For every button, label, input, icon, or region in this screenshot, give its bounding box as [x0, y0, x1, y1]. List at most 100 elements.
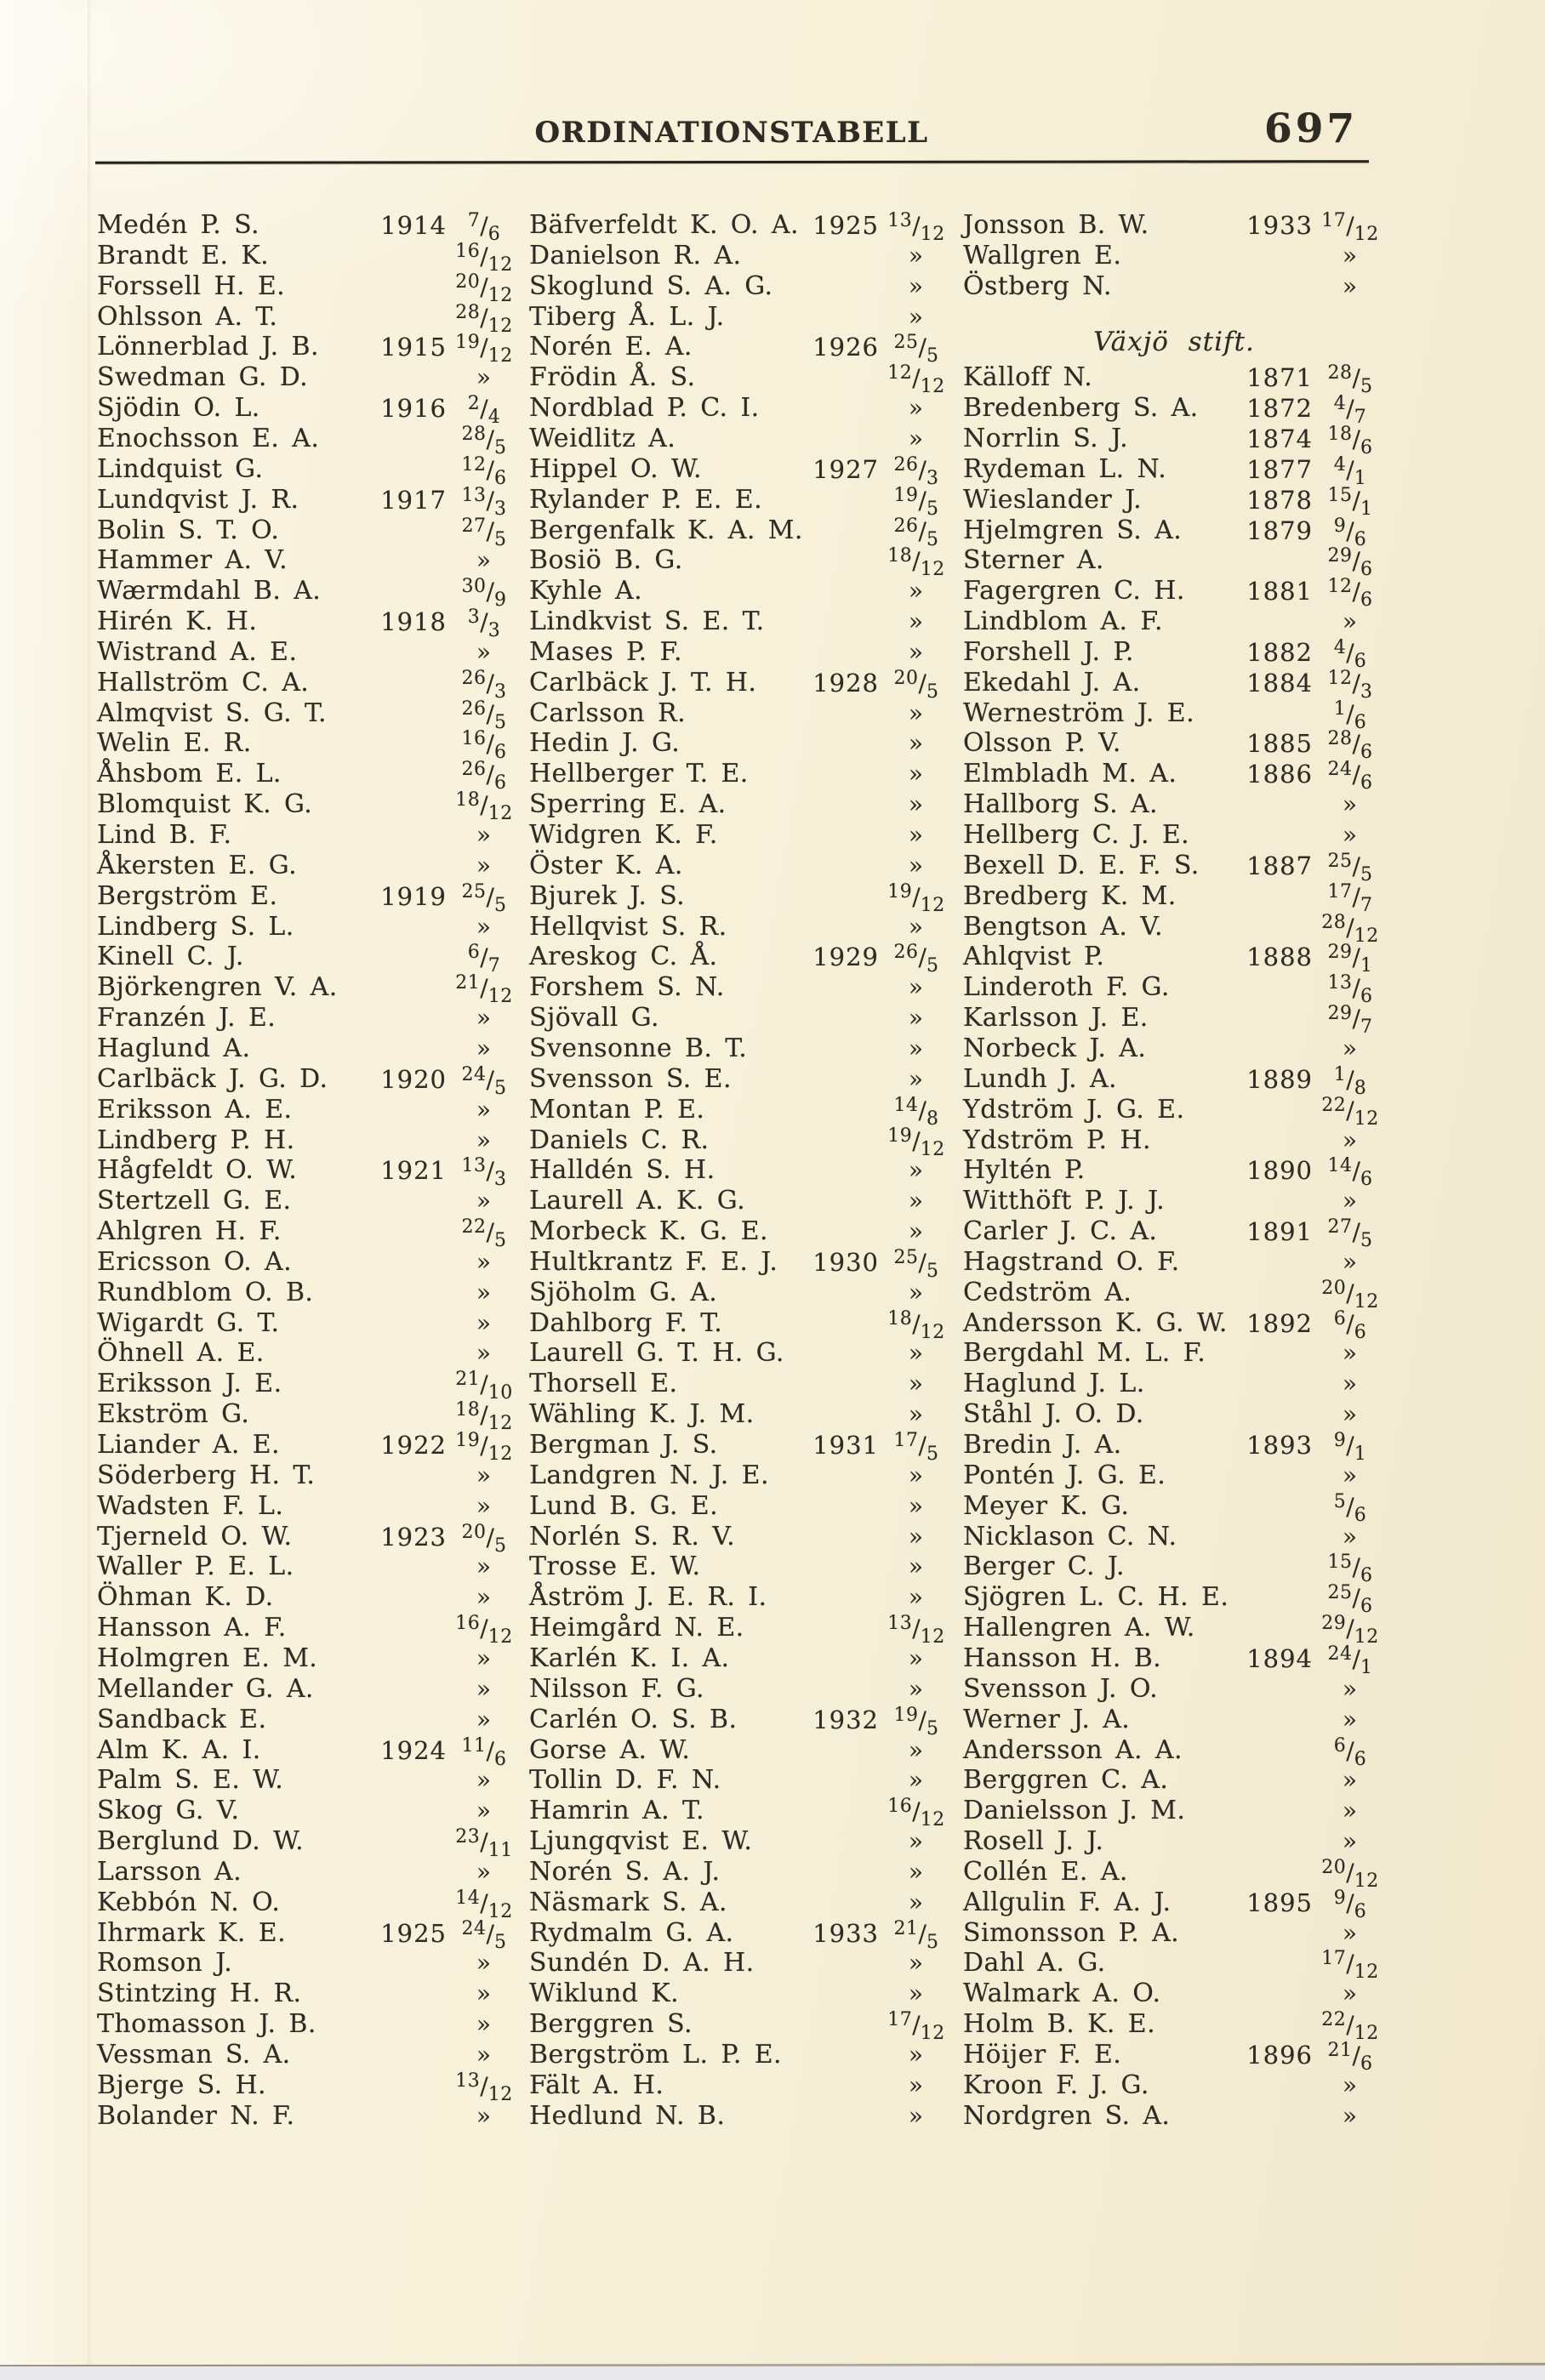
date-day: 25: [1327, 850, 1353, 872]
ordination-date: »: [447, 362, 522, 391]
ordination-date: »: [1313, 1125, 1388, 1154]
entry-column-3: Norbeck J. A. »: [961, 1033, 1391, 1064]
ordination-year: 1884: [1246, 668, 1313, 697]
person-name: Sjögren L. C. H. E.: [963, 1582, 1229, 1613]
person-name: Öhman K. D.: [97, 1582, 274, 1613]
date-day: 26: [461, 697, 487, 720]
ordination-date: »: [1313, 1369, 1388, 1398]
person-name: Sjöholm G. A.: [529, 1277, 718, 1307]
entry-column-3: Lindblom A. F. »: [961, 606, 1391, 637]
date-month: 12: [920, 1138, 945, 1160]
ordination-date: »: [879, 1582, 954, 1611]
ordination-year: 1892: [1246, 1308, 1313, 1338]
entry-column-3: Ydström P. H. »: [961, 1125, 1391, 1156]
date-month: 7: [487, 955, 501, 977]
date-month: 6: [1360, 2053, 1373, 2075]
ditto-mark: »: [476, 851, 493, 880]
ordination-date: »: [447, 2101, 522, 2130]
person-name: Bredin J. A.: [963, 1430, 1122, 1460]
entry-column-3: Bergdahl M. L. F. »: [961, 1338, 1391, 1369]
ordination-year: 1885: [1246, 729, 1313, 759]
person-name: Heimgård N. E.: [529, 1613, 744, 1643]
person-name: Ljungqvist E. W.: [529, 1826, 753, 1857]
entry-column-2: Öster K. A. »: [527, 851, 957, 881]
entry-column-3: Linderoth F. G. 13/6: [961, 972, 1391, 1007]
entry-column-3: Olsson P. V. 1885 28/6: [961, 728, 1391, 763]
ditto-mark: »: [1342, 241, 1359, 270]
person-name: Hedin J. G.: [529, 728, 681, 759]
ordination-date: 26/3: [447, 668, 522, 703]
entry-column-2: Carlén O. S. B. 1932 19/5: [527, 1705, 957, 1739]
ditto-mark: »: [908, 790, 925, 819]
ditto-mark: »: [1342, 2070, 1359, 2099]
entry-column-3: Fagergren C. H. 1881 12/6: [961, 576, 1391, 611]
table-row: Hallström C. A. 26/3 Carlbäck J. T. H. 1928…: [0, 668, 1545, 703]
ditto-mark: »: [908, 1979, 925, 2008]
ordination-date: 24/5: [447, 1918, 522, 1953]
ordination-date: 25/5: [879, 1247, 954, 1282]
entry-column-1: Wadsten F. L. »: [95, 1491, 525, 1522]
ordination-year: 1927: [812, 454, 879, 484]
ordination-date: »: [879, 728, 954, 757]
person-name: Bergman J. S.: [529, 1430, 718, 1460]
ordination-year: 1889: [1246, 1064, 1313, 1094]
entry-column-1: Lind B. F. »: [95, 820, 525, 851]
entry-column-2: Norén E. A. 1926 25/5: [527, 332, 957, 367]
ordination-date: »: [879, 606, 954, 635]
ordination-date: »: [447, 1125, 522, 1154]
ordination-date: 3/3: [447, 606, 522, 641]
table-row: Swedman G. D.» Frödin Å. S. 12/12 Källoff N…: [0, 362, 1545, 397]
ordination-date: »: [447, 1643, 522, 1672]
table-row: Ahlgren H. F. 22/5 Morbeck K. G. E.» Carler…: [0, 1216, 1545, 1251]
date-slash: /: [1352, 943, 1360, 972]
ordination-year: 1918: [380, 607, 447, 637]
entry-column-2: Skoglund S. A. G. »: [527, 271, 957, 302]
date-day: 28: [1327, 728, 1353, 750]
person-name: Haglund J. L.: [963, 1369, 1145, 1399]
date-slash: /: [918, 1919, 926, 1948]
date-month: 12: [920, 894, 945, 916]
date-month: 5: [926, 345, 939, 367]
ordination-date: »: [447, 1338, 522, 1367]
entry-column-2: Hellqvist S. R. »: [527, 912, 957, 942]
date-day: 16: [455, 240, 481, 262]
table-row: Lönnerblad J. B. 1915 19/12 Norén E. A. 1926…: [0, 327, 1545, 367]
ordination-date: »: [1313, 271, 1388, 300]
date-month: 12: [1354, 1290, 1379, 1312]
date-slash: /: [480, 212, 488, 240]
person-name: Rundblom O. B.: [97, 1277, 314, 1307]
ditto-mark: »: [908, 1643, 925, 1672]
ordination-date: 13/6: [1313, 972, 1388, 1007]
ordination-year: 1930: [812, 1247, 879, 1277]
entry-column-2: Sperring E. A. »: [527, 789, 957, 820]
ordination-date: »: [879, 972, 954, 1001]
date-day: 17: [1327, 880, 1353, 902]
ditto-mark: »: [1342, 1979, 1359, 2008]
ordination-year: 1871: [1246, 363, 1313, 393]
date-month: 12: [487, 345, 513, 367]
ordination-date: »: [1313, 1522, 1388, 1551]
ordination-date: »: [447, 1460, 522, 1489]
ditto-mark: »: [908, 577, 925, 606]
ditto-mark: »: [908, 241, 925, 270]
entry-column-3: Witthöft P. J. J. »: [961, 1186, 1391, 1216]
entry-column-3: Wieslander J. 1878 15/1: [961, 485, 1391, 520]
ordination-date: »: [879, 789, 954, 818]
ordination-date: 14/6: [1313, 1155, 1388, 1190]
date-month: 3: [487, 620, 501, 642]
entry-column-3: Svensson J. O. »: [961, 1674, 1391, 1705]
person-name: Lönnerblad J. B.: [97, 332, 319, 362]
person-name: Carler J. C. A.: [963, 1216, 1158, 1247]
person-name: Forssell H. E.: [97, 270, 286, 301]
ordination-date: 20/12: [1313, 1857, 1388, 1892]
ordination-date: 21/12: [447, 972, 522, 1007]
entry-column-2: Lund B. G. E. »: [527, 1491, 957, 1522]
ordination-year: 1929: [812, 942, 879, 972]
date-day: 29: [1327, 545, 1353, 567]
entry-column-2: Hellberger T. E. »: [527, 759, 957, 789]
ditto-mark: »: [1342, 1339, 1359, 1368]
ordination-date: »: [447, 1705, 522, 1734]
entry-column-1: Berglund D. W. 23/11: [95, 1826, 525, 1861]
person-name: Hjelmgren S. A.: [963, 515, 1183, 545]
date-day: 6: [467, 942, 481, 964]
